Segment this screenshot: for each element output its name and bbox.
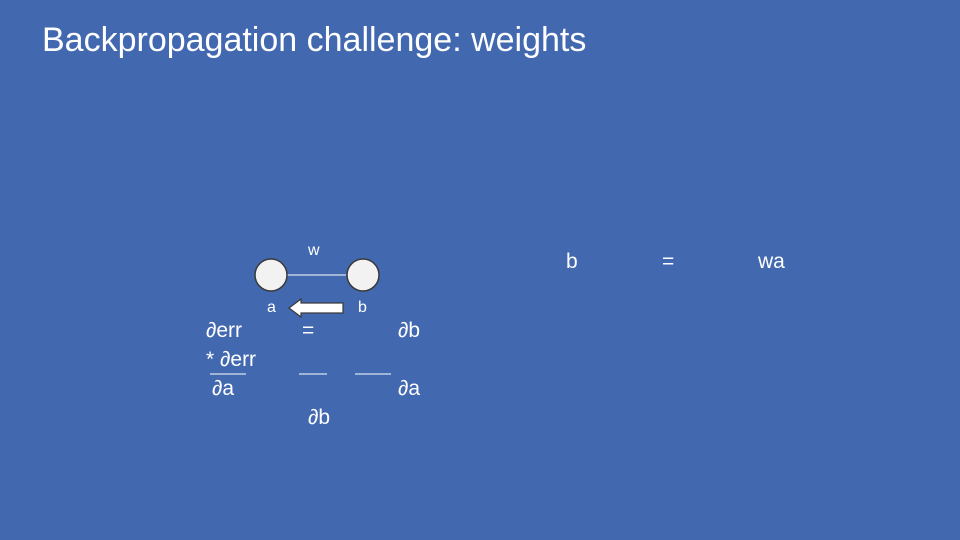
slide-title: Backpropagation challenge: weights bbox=[42, 21, 587, 59]
eq-times-numerator: * ∂err bbox=[206, 348, 257, 371]
node-b bbox=[346, 258, 380, 292]
eq-rhs-denominator-2: ∂b bbox=[308, 406, 331, 429]
node-b-label: b bbox=[358, 299, 367, 316]
eq-lhs-denominator: ∂a bbox=[212, 377, 235, 400]
eq-rhs-denominator-1: ∂a bbox=[398, 377, 421, 400]
relation-lhs: b bbox=[566, 250, 578, 273]
node-a-label: a bbox=[267, 299, 276, 316]
relation-rhs: wa bbox=[758, 250, 785, 273]
weight-label: w bbox=[308, 242, 320, 259]
relation-equals: = bbox=[662, 250, 675, 273]
eq-rhs-numerator-1: ∂b bbox=[398, 319, 421, 342]
eq-equals: = bbox=[302, 319, 315, 342]
backprop-arrow-icon bbox=[288, 297, 344, 319]
node-a bbox=[254, 258, 288, 292]
eq-lhs-numerator: ∂err bbox=[206, 319, 243, 342]
